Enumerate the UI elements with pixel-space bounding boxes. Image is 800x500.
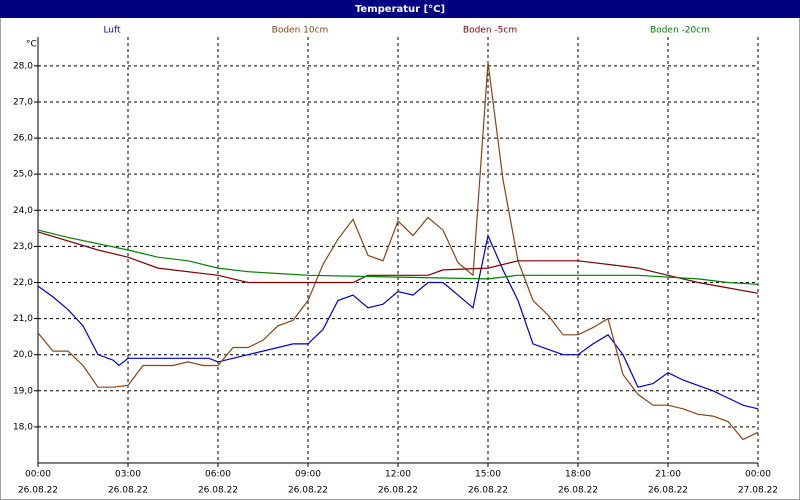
x-tick-date: 26.08.22 <box>18 486 58 496</box>
y-tick-label: 24,0 <box>13 206 33 216</box>
x-tick-label: 18:00 <box>565 470 591 480</box>
x-tick-date: 26.08.22 <box>198 486 238 496</box>
y-tick-label: 25,0 <box>13 170 33 180</box>
legend-label: Boden -5cm <box>463 26 517 36</box>
x-tick-label: 06:00 <box>205 470 231 480</box>
x-tick-label: 03:00 <box>115 470 141 480</box>
y-tick-label: 28,0 <box>13 61 33 71</box>
x-tick-date: 26.08.22 <box>648 486 688 496</box>
x-tick-label: 00:00 <box>25 470 51 480</box>
x-tick-label: 00:00 <box>745 470 771 480</box>
legend-label: Boden 10cm <box>272 26 329 36</box>
y-axis-label: °C <box>26 40 37 50</box>
y-tick-label: 20,0 <box>13 350 33 360</box>
series-line <box>37 62 759 441</box>
chart-title: Temperatur [°C] <box>355 4 445 15</box>
legend-label: Luft <box>103 26 121 36</box>
x-tick-date: 27.08.22 <box>738 486 778 496</box>
x-tick-label: 15:00 <box>475 470 501 480</box>
y-tick-label: 23,0 <box>13 242 33 252</box>
x-tick-label: 12:00 <box>385 470 411 480</box>
x-tick-date: 26.08.22 <box>108 486 148 496</box>
legend-label: Boden -20cm <box>650 26 710 36</box>
x-tick-label: 21:00 <box>655 470 681 480</box>
y-tick-label: 22,0 <box>13 278 33 288</box>
y-tick-label: 18,0 <box>13 422 33 432</box>
y-tick-label: 26,0 <box>13 134 33 144</box>
y-tick-label: 27,0 <box>13 97 33 107</box>
x-tick-date: 26.08.22 <box>468 486 508 496</box>
series-line <box>37 231 759 294</box>
x-tick-date: 26.08.22 <box>558 486 598 496</box>
x-tick-date: 26.08.22 <box>378 486 418 496</box>
x-tick-date: 26.08.22 <box>288 486 328 496</box>
title-bar <box>0 0 800 18</box>
x-tick-label: 09:00 <box>295 470 321 480</box>
y-tick-label: 21,0 <box>13 314 33 324</box>
series-line <box>37 233 759 410</box>
series-line <box>37 229 759 285</box>
y-tick-label: 19,0 <box>13 386 33 396</box>
